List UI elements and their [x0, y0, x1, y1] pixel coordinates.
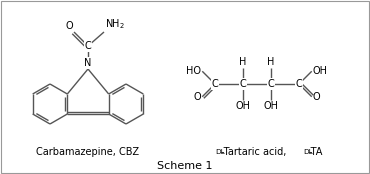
Text: O: O	[194, 92, 201, 102]
Text: H: H	[267, 57, 275, 67]
Text: N: N	[84, 58, 92, 68]
Text: O: O	[313, 92, 320, 102]
Text: -Tartaric acid,: -Tartaric acid,	[221, 147, 288, 157]
Text: DL: DL	[215, 149, 225, 155]
Text: OH: OH	[313, 66, 328, 76]
Text: O: O	[65, 21, 73, 31]
Text: -TA: -TA	[309, 147, 323, 157]
Text: DL: DL	[303, 149, 313, 155]
Text: NH$_2$: NH$_2$	[105, 17, 125, 31]
Text: C: C	[212, 79, 218, 89]
Text: C: C	[85, 41, 91, 51]
Text: Scheme 1: Scheme 1	[157, 161, 213, 171]
Text: C: C	[296, 79, 302, 89]
Text: C: C	[268, 79, 275, 89]
Text: H: H	[239, 57, 247, 67]
Text: OH: OH	[263, 101, 279, 111]
Text: HO: HO	[186, 66, 201, 76]
Text: C: C	[240, 79, 246, 89]
Text: OH: OH	[235, 101, 250, 111]
Text: Carbamazepine, CBZ: Carbamazepine, CBZ	[36, 147, 139, 157]
